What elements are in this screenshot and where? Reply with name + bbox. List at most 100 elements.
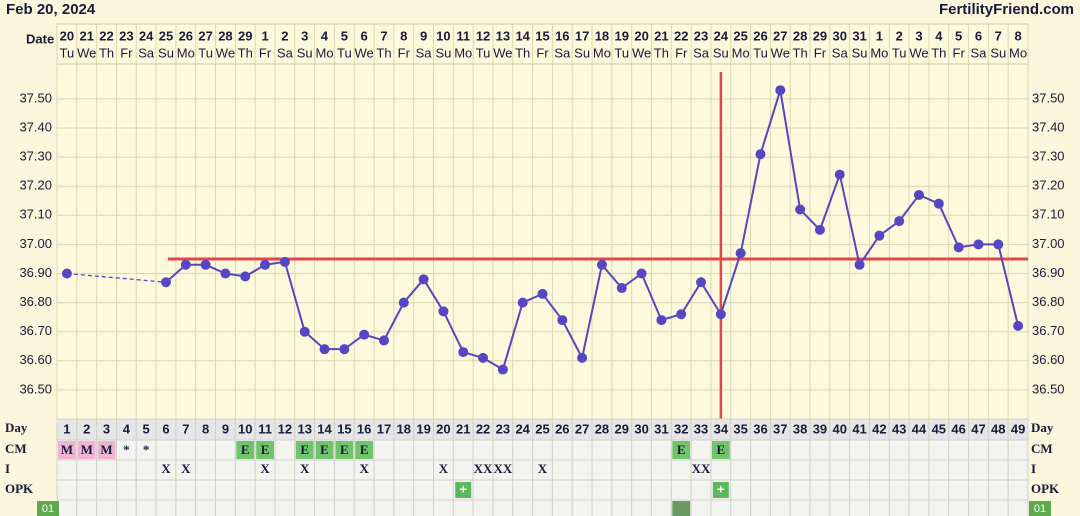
date-label: 6 <box>361 28 368 43</box>
table-cell <box>393 459 415 481</box>
temperature-point <box>378 335 389 346</box>
date-label: 22 <box>674 28 688 43</box>
day-number: 6 <box>162 421 169 436</box>
table-cell <box>631 439 652 461</box>
table-cell <box>393 479 415 501</box>
day-number: 16 <box>357 421 371 436</box>
cm-cell <box>256 441 274 459</box>
date-label: 29 <box>813 28 827 43</box>
weekday-label: Su <box>852 45 868 60</box>
date-label: 6 <box>975 28 982 43</box>
y-tick-label: 37.50 <box>1032 90 1065 105</box>
table-cell <box>789 499 811 516</box>
day-number: 38 <box>793 421 807 436</box>
table-cell <box>650 459 672 481</box>
temperature-point <box>279 256 290 267</box>
date-label: 23 <box>119 28 133 43</box>
day-number: 35 <box>733 421 747 436</box>
y-tick-label: 37.00 <box>19 236 52 251</box>
date-label: 26 <box>753 28 767 43</box>
table-cell <box>413 459 435 481</box>
date-label: 25 <box>733 28 747 43</box>
temperature-point <box>596 259 607 270</box>
weekday-label: Mo <box>1009 45 1027 60</box>
cm-entry: * <box>143 442 150 457</box>
cm-entry: E <box>300 442 309 457</box>
day-number: 11 <box>258 421 272 436</box>
table-cell <box>730 459 752 481</box>
table-cell <box>849 479 870 501</box>
site-name: FertilityFriend.com <box>939 1 1074 18</box>
date-label: 25 <box>159 28 173 43</box>
table-cell <box>195 479 217 501</box>
table-cell <box>789 439 811 461</box>
y-tick-label: 36.90 <box>1032 265 1065 280</box>
table-cell <box>413 479 435 501</box>
row-label: CM <box>5 441 27 456</box>
weekday-label: Sa <box>832 45 849 60</box>
temperature-point <box>240 271 251 282</box>
date-label: 20 <box>634 28 648 43</box>
weekday-label: Fr <box>675 45 688 60</box>
y-tick-label: 37.00 <box>1032 236 1065 251</box>
weekday-label: We <box>77 45 96 60</box>
plot-area <box>56 23 1029 420</box>
gap-connector <box>66 272 167 283</box>
y-tick-label: 37.20 <box>1032 178 1065 193</box>
table-cell <box>750 499 771 516</box>
temperature-point <box>438 306 449 317</box>
table-cell <box>234 459 256 481</box>
table-cell <box>591 479 613 501</box>
table-cell <box>908 459 930 481</box>
weekday-label: We <box>771 45 790 60</box>
table-cell <box>314 459 335 481</box>
table-cell <box>115 499 137 516</box>
date-label: 21 <box>654 28 668 43</box>
table-cell <box>393 439 415 461</box>
table-cell <box>928 459 950 481</box>
table-cell <box>571 459 593 481</box>
table-cell <box>611 459 633 481</box>
day-number: 26 <box>555 421 569 436</box>
table-cell <box>670 459 692 481</box>
intercourse-entry: X <box>439 461 449 476</box>
table-cell <box>789 479 811 501</box>
temperature-point <box>398 297 409 308</box>
table-cell <box>215 439 236 461</box>
cm-cell <box>711 441 730 459</box>
table-cell <box>56 499 78 516</box>
table-cell <box>571 479 593 501</box>
table-cell <box>670 479 692 501</box>
table-cell <box>175 439 197 461</box>
table-cell <box>76 479 98 501</box>
temperature-point <box>61 268 72 279</box>
row-tag: 01 <box>42 503 54 515</box>
date-label: 10 <box>436 28 450 43</box>
date-label: 16 <box>555 28 569 43</box>
table-cell <box>274 479 296 501</box>
day-number: 19 <box>416 421 430 436</box>
weekday-label: We <box>216 45 235 60</box>
weekday-label: Th <box>238 45 253 60</box>
date-label: 8 <box>400 28 407 43</box>
row-label: Day <box>1031 420 1054 435</box>
day-number: 17 <box>377 421 391 436</box>
temperature-point <box>735 248 746 259</box>
table-cell <box>56 459 78 481</box>
y-tick-label: 37.40 <box>19 119 52 134</box>
date-label: 1 <box>876 28 883 43</box>
cm-entry: E <box>261 442 270 457</box>
temperature-point <box>696 277 707 288</box>
date-label: 7 <box>380 28 387 43</box>
weekday-label: Th <box>515 45 530 60</box>
temperature-point <box>418 274 429 285</box>
table-cell <box>968 499 989 516</box>
y-tick-label: 36.80 <box>1032 294 1065 309</box>
day-number: 30 <box>634 421 648 436</box>
intercourse-entry: X <box>181 461 191 476</box>
day-number: 47 <box>971 421 985 436</box>
weekday-label: We <box>493 45 512 60</box>
day-number: 37 <box>773 421 787 436</box>
cm-cell <box>58 441 76 459</box>
